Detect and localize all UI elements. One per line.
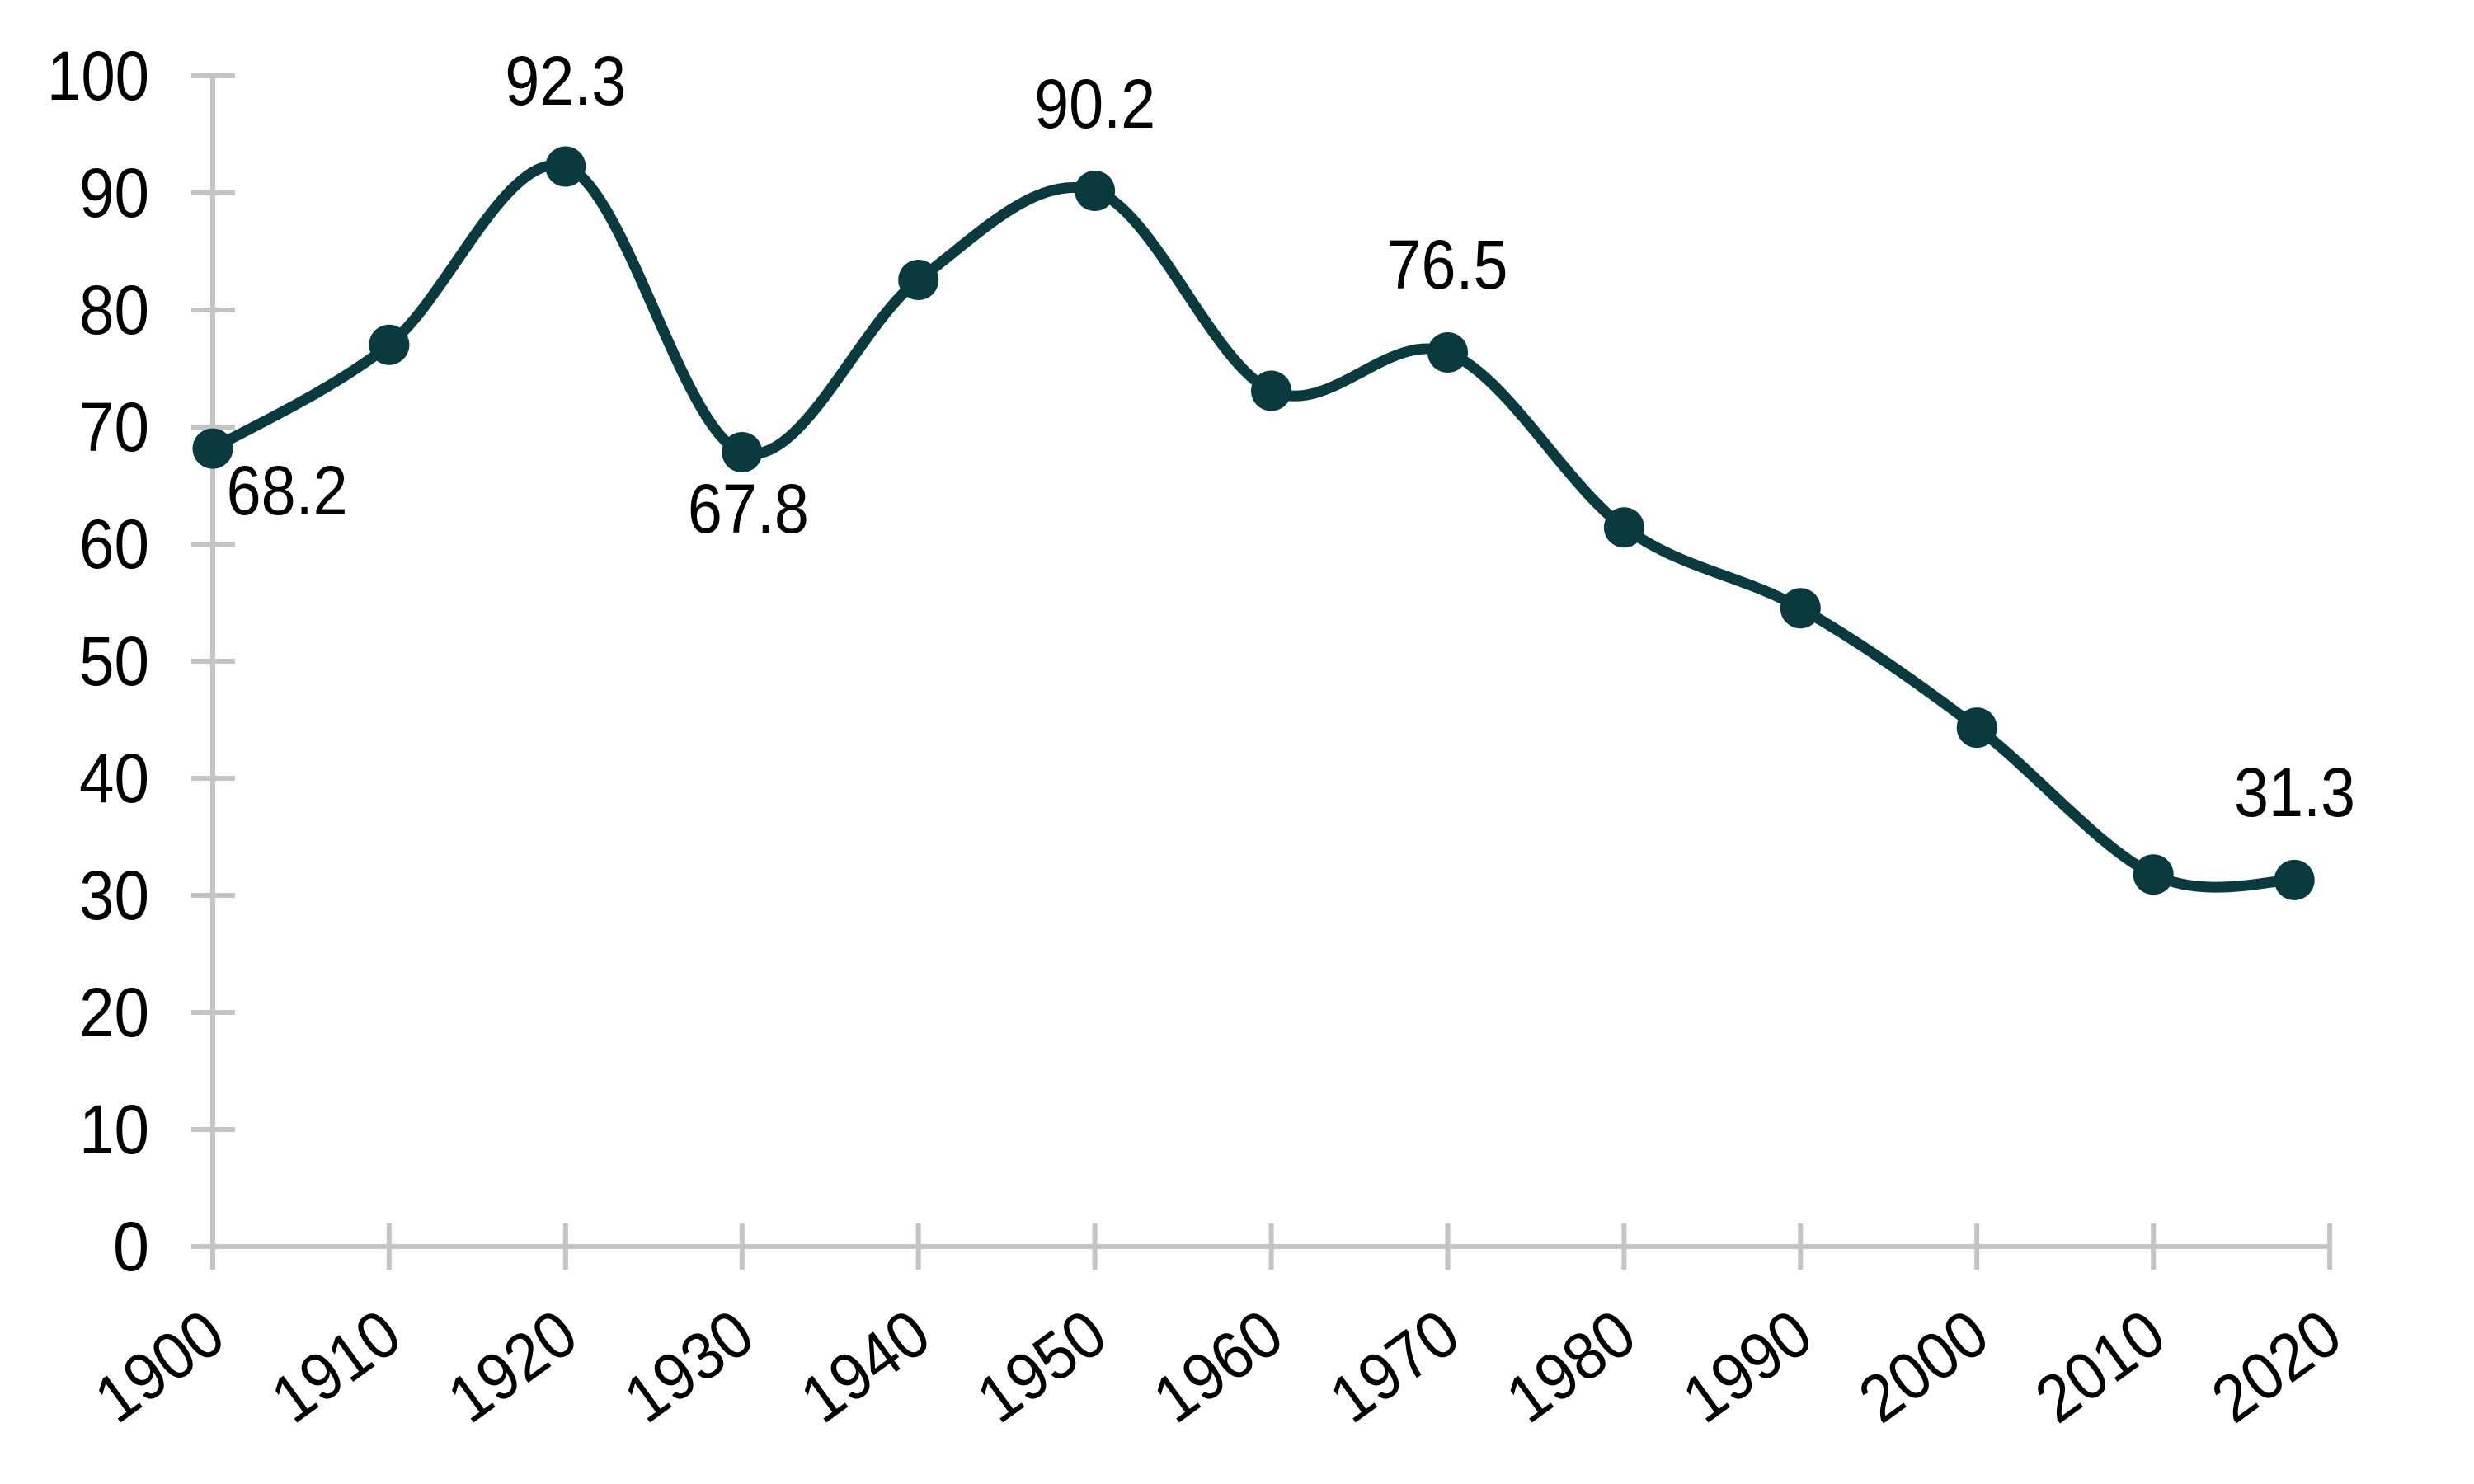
svg-text:70: 70 xyxy=(79,388,149,466)
svg-text:80: 80 xyxy=(79,271,149,349)
svg-text:0: 0 xyxy=(113,1208,149,1285)
svg-text:100: 100 xyxy=(47,37,149,115)
svg-text:67.8: 67.8 xyxy=(688,470,809,547)
svg-text:20: 20 xyxy=(79,974,149,1051)
svg-text:90: 90 xyxy=(79,154,149,232)
svg-text:31.3: 31.3 xyxy=(2234,754,2355,831)
svg-text:50: 50 xyxy=(79,622,149,700)
svg-text:68.2: 68.2 xyxy=(227,452,348,529)
svg-text:60: 60 xyxy=(79,505,149,583)
svg-text:90.2: 90.2 xyxy=(1034,65,1155,143)
svg-text:76.5: 76.5 xyxy=(1387,226,1508,303)
svg-text:92.3: 92.3 xyxy=(505,42,626,120)
svg-text:40: 40 xyxy=(79,740,149,817)
svg-text:10: 10 xyxy=(79,1091,149,1168)
svg-text:30: 30 xyxy=(79,857,149,934)
